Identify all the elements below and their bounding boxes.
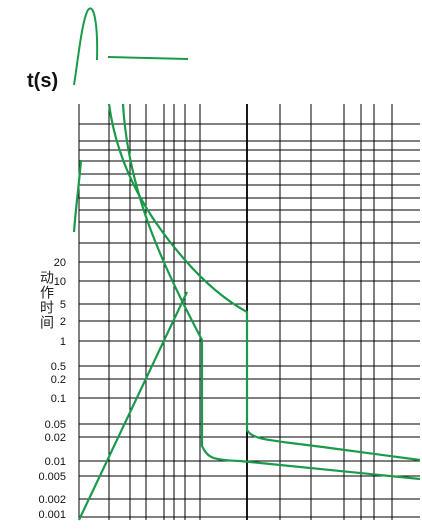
y-axis-title: 动作时间 (38, 270, 54, 330)
y-tick-label: 10 (54, 276, 66, 288)
upper-trip-curve (107, 103, 421, 462)
y-tick-label: 0.01 (45, 456, 66, 468)
lower-trip-curve (121, 103, 421, 481)
y-tick-label: 0.001 (38, 509, 66, 521)
unit-label: t(s) (27, 70, 58, 92)
y-tick-label: 20 (54, 257, 66, 269)
upper-left-hook (72, 159, 83, 233)
y-tick-label: 0.1 (51, 393, 66, 405)
y-tick-labels: 20 10 5 2 1 0.50.2 0.1 0.050.02 0.01 0.005 0.002 0.… (38, 257, 66, 521)
y-tick-label: 0.002 (38, 494, 66, 506)
y-tick-label: 0.5 (51, 361, 66, 373)
y-tick-label: 5 (60, 299, 66, 311)
unit-bracket-mark (73, 7, 99, 86)
y-tick-label: 0.05 (45, 419, 66, 431)
y-tick-label: 2 (60, 316, 66, 328)
y-tick-label: 0.005 (38, 471, 66, 483)
curves (72, 103, 421, 521)
y-tick-label: 0.2 (51, 374, 66, 386)
y-tick-label: 0.02 (45, 432, 66, 444)
y-tick-label: 1 (60, 336, 66, 348)
unit-tick-mark (107, 56, 189, 60)
rising-line (78, 291, 188, 521)
